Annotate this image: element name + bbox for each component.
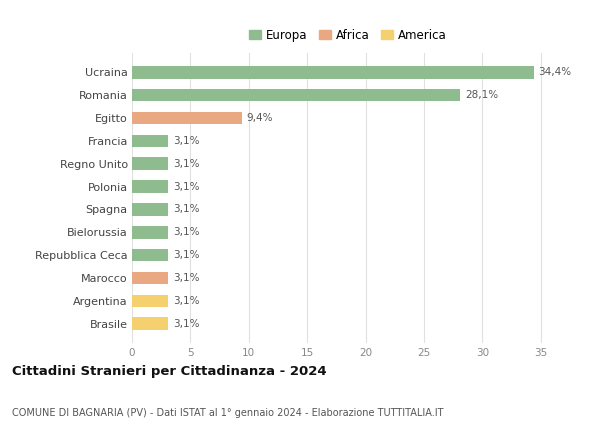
Bar: [132, 158, 168, 170]
Text: 3,1%: 3,1%: [173, 136, 199, 146]
Text: 3,1%: 3,1%: [173, 273, 199, 283]
Legend: Europa, Africa, America: Europa, Africa, America: [245, 24, 451, 46]
Bar: [132, 294, 168, 307]
Text: 28,1%: 28,1%: [465, 90, 498, 100]
Text: 3,1%: 3,1%: [173, 182, 199, 191]
Bar: [132, 249, 168, 261]
Text: COMUNE DI BAGNARIA (PV) - Dati ISTAT al 1° gennaio 2024 - Elaborazione TUTTITALI: COMUNE DI BAGNARIA (PV) - Dati ISTAT al …: [12, 408, 443, 418]
Text: Cittadini Stranieri per Cittadinanza - 2024: Cittadini Stranieri per Cittadinanza - 2…: [12, 365, 326, 378]
Text: 3,1%: 3,1%: [173, 296, 199, 306]
Bar: [132, 317, 168, 330]
Text: 9,4%: 9,4%: [247, 113, 273, 123]
Text: 3,1%: 3,1%: [173, 205, 199, 214]
Bar: [132, 226, 168, 238]
Bar: [132, 272, 168, 284]
Bar: [132, 135, 168, 147]
Text: 34,4%: 34,4%: [538, 67, 571, 77]
Text: 3,1%: 3,1%: [173, 250, 199, 260]
Text: 3,1%: 3,1%: [173, 159, 199, 169]
Text: 3,1%: 3,1%: [173, 319, 199, 329]
Bar: [132, 203, 168, 216]
Bar: [132, 112, 242, 124]
Bar: [132, 66, 533, 79]
Bar: [132, 180, 168, 193]
Text: 3,1%: 3,1%: [173, 227, 199, 237]
Bar: [132, 89, 460, 102]
